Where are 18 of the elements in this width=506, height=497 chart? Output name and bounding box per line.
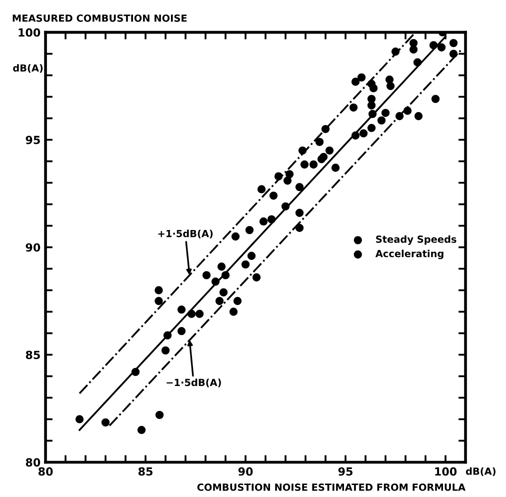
x-tick-label: 90 bbox=[238, 467, 253, 476]
y-axis-title: MEASURED COMBUSTION NOISE bbox=[12, 14, 187, 22]
x-tick-label: 95 bbox=[338, 467, 352, 476]
y-tick-label: 85 bbox=[26, 350, 40, 360]
x-axis-title: COMBUSTION NOISE ESTIMATED FROM FORMULA bbox=[197, 484, 466, 491]
annotation: +1·5dB(A) bbox=[158, 230, 213, 238]
x-tick-label: 80 bbox=[38, 467, 53, 476]
text: dB(A) bbox=[13, 64, 43, 73]
y-tick-label: 100 bbox=[18, 28, 40, 37]
y-tick-label: 90 bbox=[26, 243, 40, 252]
x-tick-label: 85 bbox=[138, 467, 152, 476]
x-tick-label: 100 bbox=[435, 467, 457, 476]
legend-label: Steady Speeds bbox=[376, 235, 456, 245]
legend-label: Accelerating bbox=[375, 250, 444, 260]
text: dB(A) bbox=[466, 467, 496, 476]
y-tick-label: 95 bbox=[26, 136, 40, 144]
annotation: −1·5dB(A) bbox=[166, 378, 221, 388]
y-tick-label: 80 bbox=[26, 458, 40, 467]
